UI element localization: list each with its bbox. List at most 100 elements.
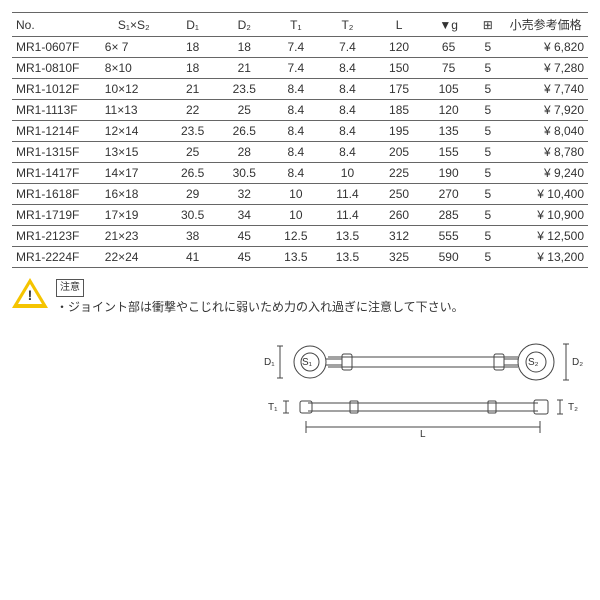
dim-l: L: [420, 429, 426, 439]
cell-g: 555: [425, 226, 472, 247]
cell-g: 155: [425, 142, 472, 163]
dim-t1: T₁: [268, 402, 278, 413]
cell-no: MR1-0607F: [12, 37, 101, 58]
cell-pk: 5: [472, 163, 503, 184]
cell-s: 8×10: [101, 58, 167, 79]
col-d2: D₂: [218, 13, 270, 37]
cell-pk: 5: [472, 142, 503, 163]
cell-d1: 25: [167, 142, 219, 163]
cell-g: 120: [425, 100, 472, 121]
cell-l: 175: [373, 79, 425, 100]
cell-t1: 7.4: [270, 37, 322, 58]
table-row: MR1-0810F8×1018217.48.4150755¥ 7,280: [12, 58, 588, 79]
table-row: MR1-1214F12×1423.526.58.48.41951355¥ 8,0…: [12, 121, 588, 142]
cell-l: 205: [373, 142, 425, 163]
table-row: MR1-1012F10×122123.58.48.41751055¥ 7,740: [12, 79, 588, 100]
cell-d1: 41: [167, 247, 219, 268]
cell-pk: 5: [472, 79, 503, 100]
cell-l: 250: [373, 184, 425, 205]
col-g: ▼g: [425, 13, 472, 37]
cell-l: 185: [373, 100, 425, 121]
cell-pk: 5: [472, 226, 503, 247]
cell-no: MR1-1012F: [12, 79, 101, 100]
cell-d1: 38: [167, 226, 219, 247]
cell-price: ¥ 9,240: [503, 163, 588, 184]
cell-t2: 10: [322, 163, 374, 184]
cell-s: 13×15: [101, 142, 167, 163]
table-row: MR1-1417F14×1726.530.58.4102251905¥ 9,24…: [12, 163, 588, 184]
cell-s: 16×18: [101, 184, 167, 205]
dimension-diagram: D₁ S₁ S₂ D₂ T₁ T₂ L: [12, 329, 588, 439]
cell-t2: 7.4: [322, 37, 374, 58]
cell-d2: 18: [218, 37, 270, 58]
cell-s: 12×14: [101, 121, 167, 142]
cell-t2: 8.4: [322, 79, 374, 100]
cell-g: 190: [425, 163, 472, 184]
cell-price: ¥ 13,200: [503, 247, 588, 268]
cell-d1: 21: [167, 79, 219, 100]
col-pk: ⊞: [472, 13, 503, 37]
cell-s: 6× 7: [101, 37, 167, 58]
cell-pk: 5: [472, 100, 503, 121]
cell-pk: 5: [472, 121, 503, 142]
cell-t1: 13.5: [270, 247, 322, 268]
cell-d2: 32: [218, 184, 270, 205]
cell-d2: 21: [218, 58, 270, 79]
cell-no: MR1-2224F: [12, 247, 101, 268]
cell-pk: 5: [472, 205, 503, 226]
dim-t2: T₂: [568, 402, 578, 413]
cell-pk: 5: [472, 247, 503, 268]
cell-no: MR1-0810F: [12, 58, 101, 79]
cell-d1: 26.5: [167, 163, 219, 184]
cell-t2: 13.5: [322, 247, 374, 268]
cell-l: 195: [373, 121, 425, 142]
cell-g: 270: [425, 184, 472, 205]
cell-l: 325: [373, 247, 425, 268]
cell-d2: 23.5: [218, 79, 270, 100]
cell-t1: 7.4: [270, 58, 322, 79]
cell-t1: 12.5: [270, 226, 322, 247]
table-row: MR1-1618F16×1829321011.42502705¥ 10,400: [12, 184, 588, 205]
cell-d1: 30.5: [167, 205, 219, 226]
table-header-row: No. S₁×S₂ D₁ D₂ T₁ T₂ L ▼g ⊞ 小売参考価格: [12, 13, 588, 37]
cell-d1: 22: [167, 100, 219, 121]
cell-no: MR1-1214F: [12, 121, 101, 142]
cell-t2: 8.4: [322, 142, 374, 163]
col-no: No.: [12, 13, 101, 37]
table-row: MR1-2123F21×23384512.513.53125555¥ 12,50…: [12, 226, 588, 247]
cell-no: MR1-1113F: [12, 100, 101, 121]
cell-d1: 23.5: [167, 121, 219, 142]
cell-l: 312: [373, 226, 425, 247]
cell-s: 17×19: [101, 205, 167, 226]
cell-t1: 8.4: [270, 79, 322, 100]
cell-d1: 18: [167, 58, 219, 79]
col-s: S₁×S₂: [101, 13, 167, 37]
cell-d2: 45: [218, 226, 270, 247]
col-t1: T₁: [270, 13, 322, 37]
cell-t2: 11.4: [322, 184, 374, 205]
cell-pk: 5: [472, 58, 503, 79]
col-d1: D₁: [167, 13, 219, 37]
dim-d1: D₁: [264, 357, 275, 368]
cell-d2: 45: [218, 247, 270, 268]
cell-g: 590: [425, 247, 472, 268]
cell-t1: 10: [270, 184, 322, 205]
cell-no: MR1-1315F: [12, 142, 101, 163]
cell-pk: 5: [472, 184, 503, 205]
cell-d2: 25: [218, 100, 270, 121]
cell-l: 120: [373, 37, 425, 58]
cell-price: ¥ 7,280: [503, 58, 588, 79]
cell-s: 21×23: [101, 226, 167, 247]
cell-no: MR1-1719F: [12, 205, 101, 226]
cell-s: 10×12: [101, 79, 167, 100]
caution-block: ! 注意 ・ジョイント部は衝撃やこじれに弱いため力の入れ過ぎに注意して下さい。: [12, 278, 588, 315]
cell-d2: 28: [218, 142, 270, 163]
cell-price: ¥ 7,920: [503, 100, 588, 121]
cell-price: ¥ 6,820: [503, 37, 588, 58]
cell-s: 22×24: [101, 247, 167, 268]
cell-g: 285: [425, 205, 472, 226]
cell-d1: 18: [167, 37, 219, 58]
caution-text: ・ジョイント部は衝撃やこじれに弱いため力の入れ過ぎに注意して下さい。: [56, 300, 464, 314]
col-t2: T₂: [322, 13, 374, 37]
cell-price: ¥ 7,740: [503, 79, 588, 100]
